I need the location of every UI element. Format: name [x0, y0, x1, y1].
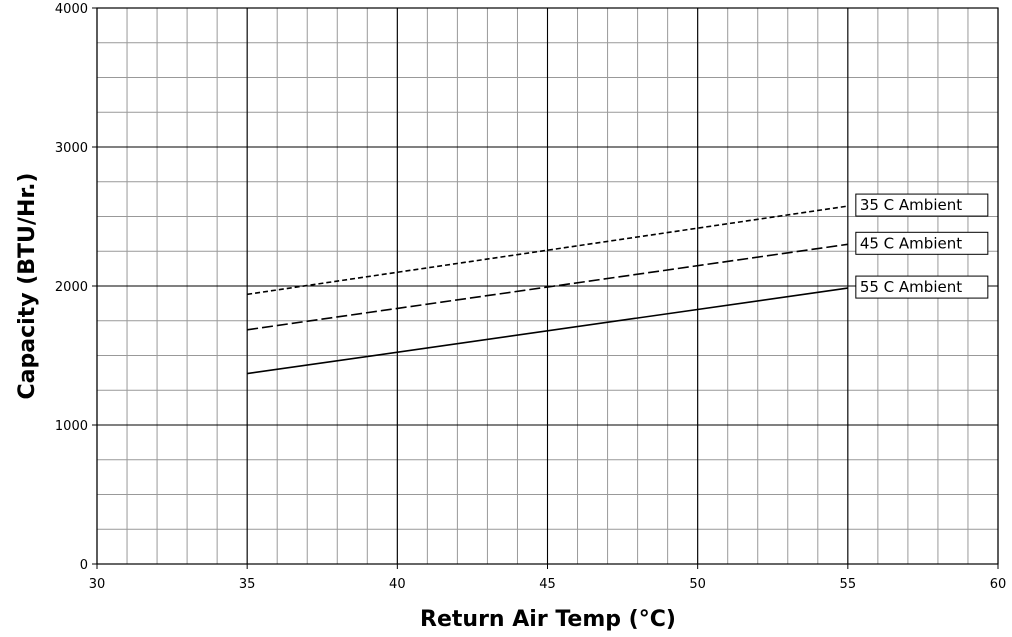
y-axis-title: Capacity (BTU/Hr.) [15, 173, 40, 400]
legend-label-3: 55 C Ambient [860, 278, 962, 296]
y-tick-label: 2000 [55, 280, 88, 295]
legend-label-2: 45 C Ambient [860, 234, 962, 252]
series-layer [247, 205, 848, 375]
x-tick-label: 60 [990, 577, 1007, 592]
x-tick-label: 45 [539, 577, 556, 592]
x-tick-label: 55 [840, 577, 857, 592]
legend-box-3 [855, 275, 989, 299]
legend-label-1: 35 C Ambient [860, 196, 962, 214]
legend-layer: 35 C Ambient 45 C Ambient 55 C Ambient [855, 193, 989, 299]
x-axis-title: Return Air Temp (°C) [420, 607, 676, 632]
x-tick-label: 50 [689, 577, 706, 592]
tick-labels: 30 35 40 45 50 55 60 0 1000 2000 3000 4000 [55, 2, 1006, 592]
y-tick-label: 4000 [55, 2, 88, 17]
x-tick-label: 35 [239, 577, 256, 592]
x-tick-label: 40 [389, 577, 406, 592]
y-tick-label: 1000 [55, 419, 88, 434]
legend-box-2 [855, 231, 989, 255]
y-tick-label: 3000 [55, 141, 88, 156]
y-tick-label: 0 [80, 558, 88, 573]
series-line-1 [247, 205, 848, 296]
x-tick-label: 30 [89, 577, 106, 592]
legend-box-1 [855, 193, 989, 217]
series-line-3 [247, 287, 848, 375]
series-line-2 [247, 243, 848, 331]
